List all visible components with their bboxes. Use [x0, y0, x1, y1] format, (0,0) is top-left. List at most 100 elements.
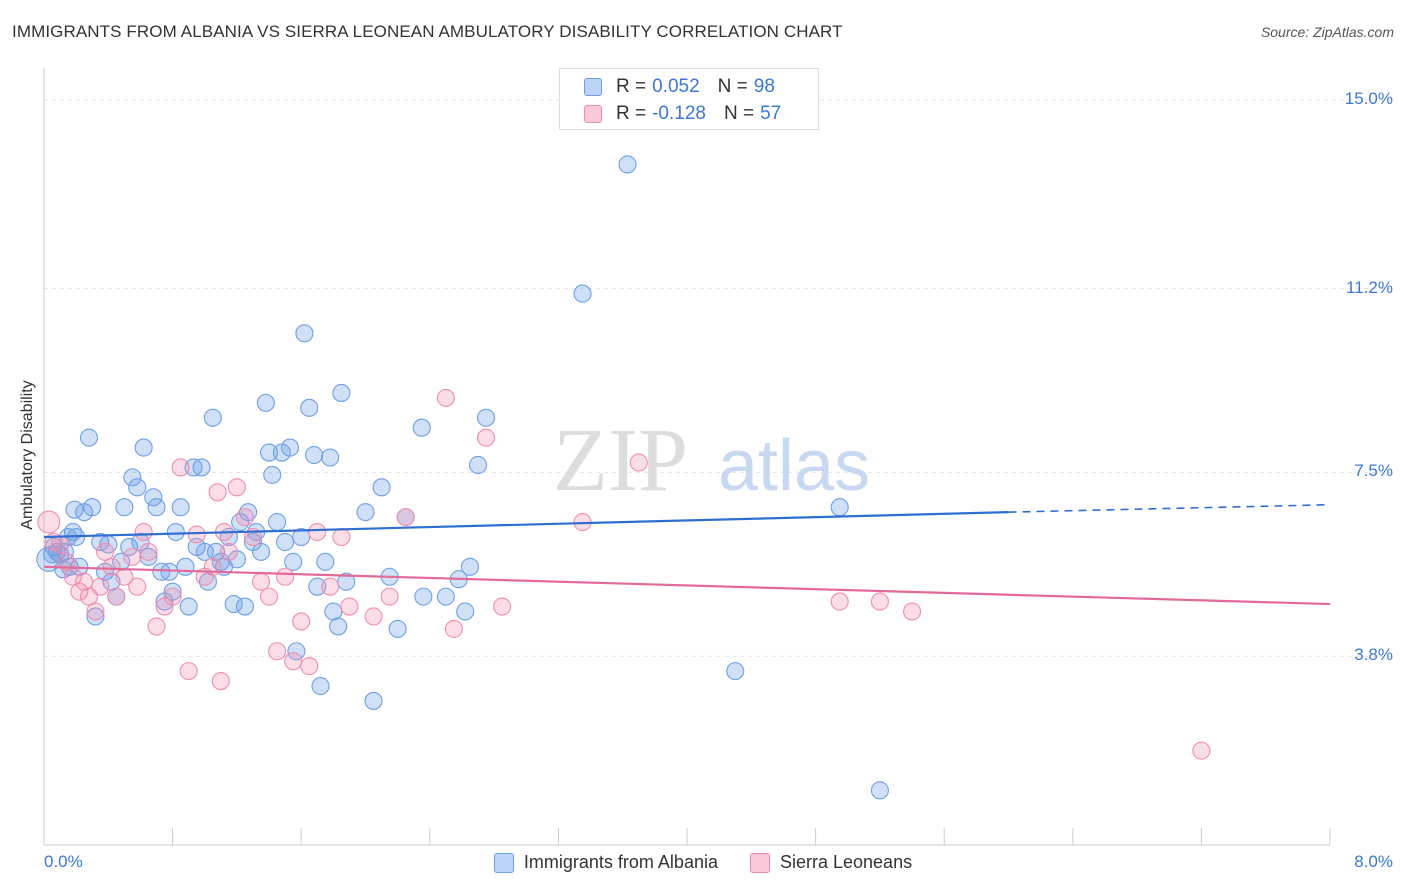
y-tick-label: 3.8% [1354, 645, 1393, 665]
sierra-leone-point [147, 617, 166, 636]
n-label: N = [723, 103, 755, 124]
r-value: -0.128 [652, 103, 706, 124]
albania-point [287, 642, 306, 661]
albania-point [414, 587, 433, 606]
albania-point [112, 552, 131, 571]
albania-point [256, 393, 275, 412]
sierra-leone-point [123, 547, 142, 566]
albania-point [280, 438, 299, 457]
sierra-leone-point [163, 587, 182, 606]
watermark-zip: ZIP [553, 411, 688, 510]
sierra-leone-point [219, 542, 238, 561]
sierra-leone-point [340, 597, 359, 616]
albania-point [329, 617, 348, 636]
r-value: 0.052 [652, 76, 700, 97]
sierra-leone-point [251, 572, 271, 591]
sierra-leone-point [292, 612, 311, 631]
series-legend: Immigrants from Albania Sierra Leoneans [0, 852, 1406, 873]
albania-point [436, 587, 455, 606]
sierra-leone-point [1192, 741, 1211, 760]
albania-point [176, 557, 195, 576]
y-tick-label: 11.2% [1346, 277, 1393, 297]
sierra-leone-point [208, 483, 227, 502]
sierra-leone-point [332, 527, 351, 547]
albania-point [139, 547, 158, 566]
sierra-leone-point [107, 587, 126, 606]
sierra-leone-point [902, 602, 922, 621]
sierra-leone-point [830, 592, 849, 611]
albania-point [726, 662, 745, 681]
sierra-leone-point [102, 557, 121, 576]
albania-point [388, 619, 407, 638]
albania-point [573, 284, 592, 303]
sierra-leone-point [179, 662, 198, 681]
albania-point [268, 513, 287, 532]
albania-point [203, 408, 222, 427]
albania-trend-line [43, 511, 1009, 539]
albania-point [321, 448, 340, 467]
sierra-leone-point [134, 522, 153, 542]
albania-point [284, 552, 303, 571]
albania-point [276, 532, 295, 552]
sierra-leone-point [259, 587, 279, 606]
sierra-leone-point [870, 592, 889, 611]
sierra-leone-point [96, 542, 115, 561]
sierra-leone-point [380, 587, 399, 606]
albania-point [144, 488, 163, 507]
sierra-leone-point [396, 508, 415, 527]
albania-point [235, 597, 254, 616]
sierra-leone-point [51, 535, 70, 554]
sierra-leone-point [235, 508, 254, 527]
stats-legend: R = 0.052 N = 98 R = -0.128 N = 57 [559, 68, 819, 130]
albania-point [83, 498, 102, 517]
sierra-leone-swatch [749, 852, 770, 873]
albania-point [356, 503, 375, 522]
r-label: R = [616, 103, 647, 124]
legend-item-albania[interactable]: Immigrants from Albania [493, 852, 718, 873]
sierra-leone-point [227, 478, 246, 497]
albania-point [412, 418, 431, 437]
x-tick-label-min: 0.0% [44, 852, 83, 871]
sierra-leone-point [321, 577, 340, 596]
albania-point [163, 582, 182, 601]
albania-point [618, 155, 637, 174]
n-label: N = [717, 76, 748, 97]
albania-point [134, 438, 153, 457]
series-sierra-leone-points [37, 388, 1211, 760]
albania-point [870, 781, 889, 800]
legend-item-sierra-leone[interactable]: Sierra Leoneans [749, 852, 913, 873]
sierra-leone-point [37, 510, 61, 534]
sierra-leone-point [139, 542, 158, 561]
albania-trend-extension [1008, 503, 1331, 513]
trend-lines [43, 503, 1331, 606]
albania-point [477, 408, 496, 427]
albania-swatch [493, 852, 514, 873]
n-value: 57 [760, 103, 782, 124]
sierra-leone-point [211, 672, 230, 691]
sierra-leone-point [91, 577, 110, 596]
sierra-leone-point [444, 619, 463, 638]
albania-point [65, 500, 84, 519]
sierra-leone-point [300, 657, 319, 676]
sierra-leone-point [187, 525, 206, 544]
albania-point [224, 595, 243, 614]
albania-point [259, 443, 279, 462]
x-tick-label-max: 8.0% [1354, 852, 1393, 871]
sierra-leone-point [629, 453, 648, 472]
albania-point [166, 522, 185, 542]
sierra-leone-point [70, 582, 89, 601]
albania-point [311, 676, 330, 696]
albania-point [120, 537, 139, 556]
sierra-leone-trend-line [43, 565, 1331, 606]
sierra-leone-point [477, 428, 496, 447]
albania-point [468, 455, 488, 475]
albania-point [460, 557, 480, 576]
albania-point [147, 498, 166, 517]
stats-row-albania: R = 0.052 N = 98 [584, 75, 775, 99]
albania-swatch [584, 78, 602, 96]
albania-point [179, 597, 198, 616]
legend-label: Sierra Leoneans [779, 852, 913, 872]
albania-point [115, 498, 134, 517]
albania-point [160, 562, 179, 581]
albania-point [86, 607, 105, 626]
